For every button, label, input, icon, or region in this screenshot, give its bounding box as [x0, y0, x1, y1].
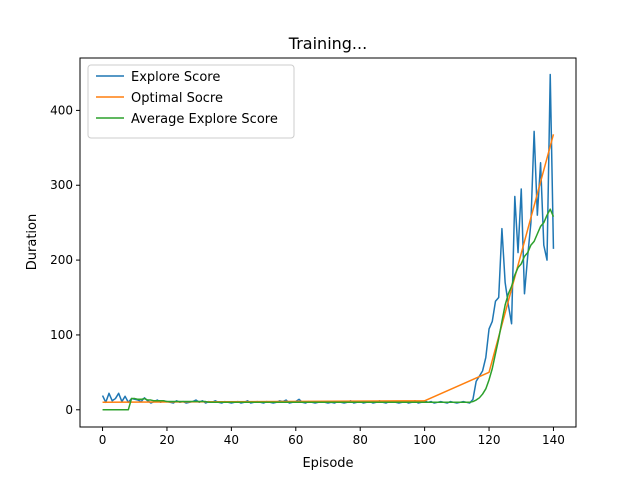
y-tick-label: 300 — [50, 178, 73, 192]
y-tick-label: 200 — [50, 253, 73, 267]
legend-label-optimal-socre: Optimal Socre — [131, 91, 223, 106]
y-tick-label: 0 — [65, 403, 73, 417]
x-tick-label: 0 — [99, 433, 107, 447]
plot-frame — [79, 57, 577, 428]
y-tick-label: 400 — [50, 103, 73, 117]
y-tick-label: 100 — [50, 328, 73, 342]
x-tick-label: 60 — [288, 433, 303, 447]
x-axis-label: Episode — [302, 456, 353, 471]
x-tick-label: 100 — [413, 433, 436, 447]
y-axis-ticks: 0 100 200 300 400 — [50, 103, 80, 417]
chart-title: Training... — [288, 34, 367, 53]
x-tick-label: 40 — [224, 433, 239, 447]
x-axis-ticks: 0 20 40 60 80 100 120 140 — [99, 427, 565, 447]
plot-area — [79, 57, 577, 428]
x-tick-label: 80 — [353, 433, 368, 447]
series-group — [101, 73, 555, 411]
legend-box — [87, 64, 295, 139]
y-axis-label: Duration — [25, 214, 40, 270]
series-line-optimal-socre — [102, 134, 555, 404]
x-tick-label: 20 — [159, 433, 174, 447]
x-tick-label: 120 — [478, 433, 501, 447]
series-line-average-explore-score — [102, 208, 555, 411]
legend-label-average-explore-score: Average Explore Score — [131, 112, 278, 127]
legend-label-explore-score: Explore Score — [131, 70, 220, 85]
chart-legend: Explore Score Optimal Socre Average Explor… — [87, 64, 295, 139]
x-tick-label: 140 — [542, 433, 565, 447]
